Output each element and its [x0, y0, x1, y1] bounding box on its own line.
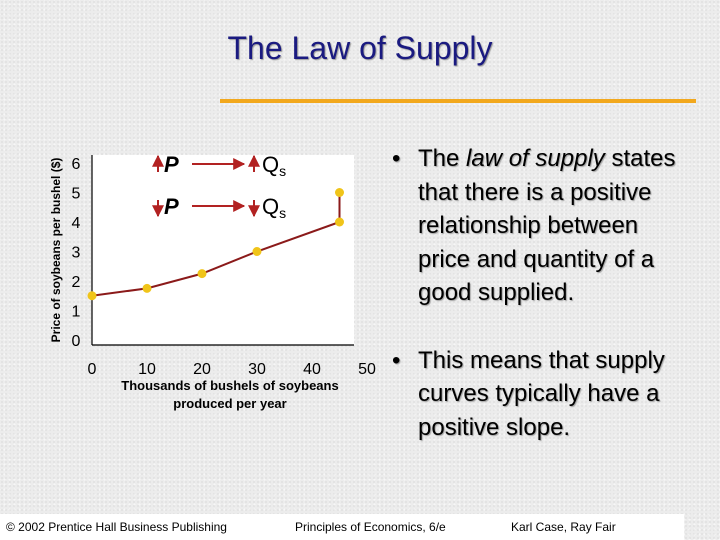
y-tick-label: 2	[72, 274, 81, 291]
data-point	[142, 283, 152, 293]
bullet-law-of-supply: • The law of supply states that there is…	[392, 142, 692, 310]
y-tick-label: 1	[72, 304, 81, 321]
x-tick-label: 50	[358, 361, 376, 378]
slide-title: The Law of Supply	[227, 30, 493, 66]
bullet-positive-slope: • This means that supply curves typicall…	[392, 344, 692, 445]
x-tick-label: 30	[248, 361, 266, 378]
bullet-mark: •	[392, 145, 401, 172]
bullet-list: • The law of supply states that there is…	[392, 142, 692, 444]
data-point	[335, 188, 344, 197]
bullet-text-pre: The	[418, 145, 467, 172]
plot-area	[92, 155, 354, 345]
data-point	[87, 291, 97, 301]
footer-copyright: © 2002 Prentice Hall Business Publishing	[6, 520, 227, 534]
x-tick-label: 40	[303, 361, 321, 378]
annotation-increase: P Qs	[152, 152, 286, 179]
bullet-mark: •	[392, 346, 401, 374]
y-tick-label: 5	[72, 186, 81, 203]
x-axis-title-line-1: Thousands of bushels of soybeans	[121, 378, 338, 393]
y-tick-label: 4	[72, 215, 81, 232]
data-point	[197, 269, 207, 279]
data-point	[335, 217, 344, 227]
footer-authors: Karl Case, Ray Fair	[511, 520, 616, 534]
bullet-text-post: states that there is a positive relation…	[418, 145, 676, 306]
x-tick-label: 0	[88, 361, 97, 378]
footer-book-title: Principles of Economics, 6/e	[295, 520, 446, 534]
annotation-p-label: P	[164, 152, 179, 177]
annotation-q-label: Qs	[262, 152, 286, 179]
x-tick-label: 10	[138, 361, 156, 378]
annotation-decrease: P Qs	[152, 194, 286, 221]
annotation-q-label: Qs	[262, 194, 286, 221]
supply-curve	[91, 192, 341, 297]
law-of-supply-term: law of supply	[466, 145, 605, 172]
data-point	[252, 247, 262, 256]
bullet-text: This means that supply curves typically …	[418, 346, 665, 441]
x-axis-title-line-2: produced per year	[173, 396, 286, 411]
annotation-p-label: P	[164, 194, 179, 219]
y-tick-label: 6	[72, 156, 81, 173]
y-tick-label: 0	[72, 333, 81, 350]
title-underline	[220, 99, 696, 103]
y-axis-title: Price of soybeans per bushel ($)	[49, 158, 63, 343]
y-tick-label: 3	[72, 245, 81, 262]
x-tick-label: 20	[193, 361, 211, 378]
footer: © 2002 Prentice Hall Business Publishing…	[0, 514, 684, 540]
